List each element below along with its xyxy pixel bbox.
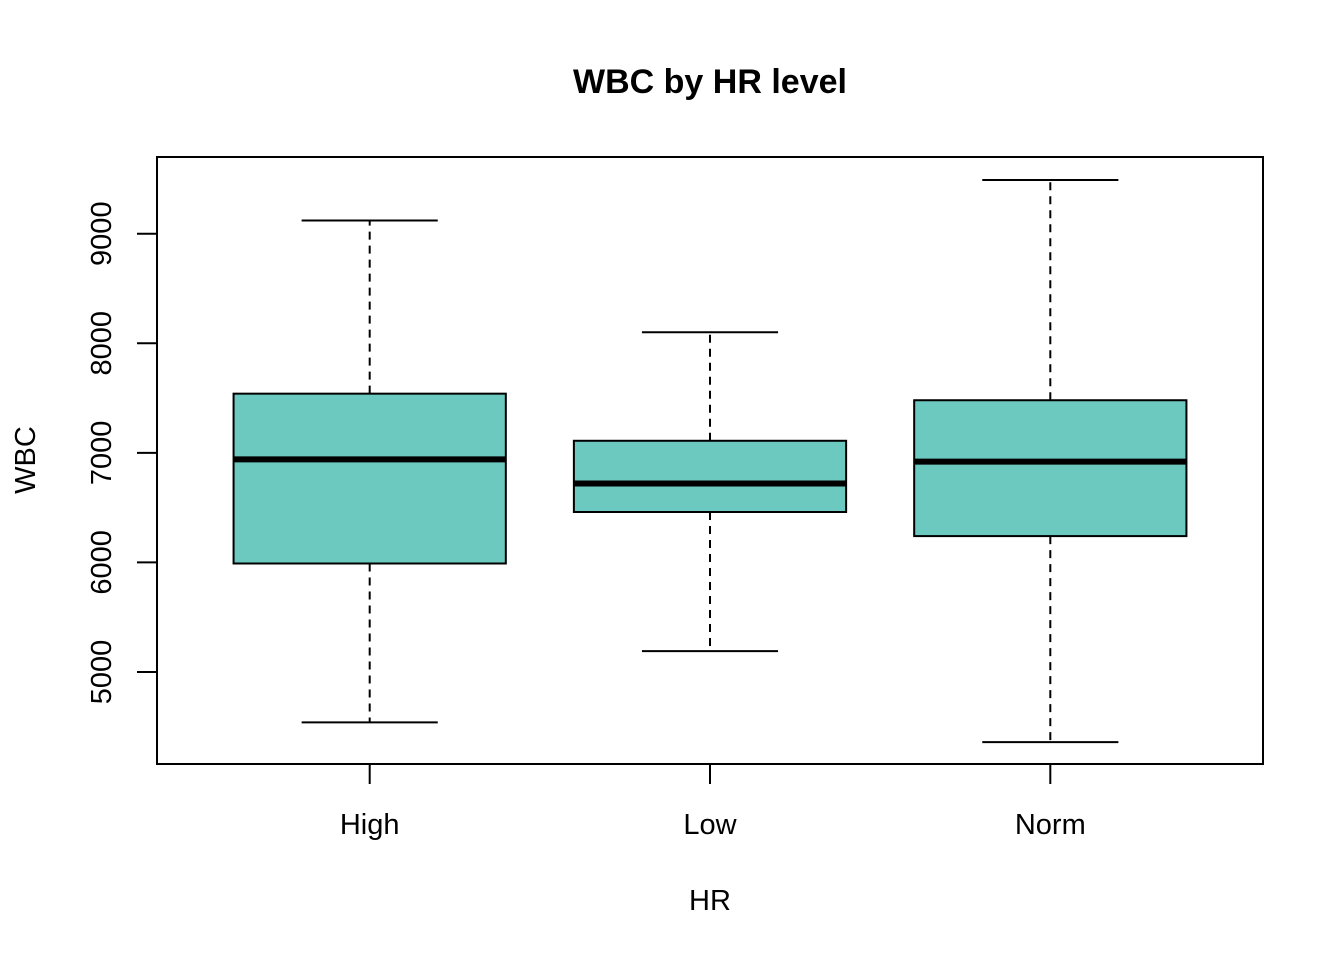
y-tick-label: 8000: [86, 311, 118, 376]
y-axis-label: WBC: [10, 426, 42, 494]
x-tick-label: Norm: [1015, 809, 1086, 841]
y-tick-label: 7000: [86, 421, 118, 486]
x-axis-label: HR: [689, 885, 731, 917]
y-tick-label: 5000: [86, 640, 118, 705]
x-tick-label: High: [340, 809, 400, 841]
y-tick-label: 9000: [86, 201, 118, 266]
plot-frame: [156, 156, 1264, 765]
box-high: [232, 392, 507, 565]
chart-title: WBC by HR level: [573, 63, 847, 101]
x-tick-label: Low: [683, 809, 737, 841]
box-low: [572, 439, 848, 513]
y-tick-label: 6000: [86, 530, 118, 595]
chart-marks: 5000 6000 7000 8000 9000 High Low Norm: [86, 179, 1188, 841]
box-norm: [913, 399, 1188, 538]
